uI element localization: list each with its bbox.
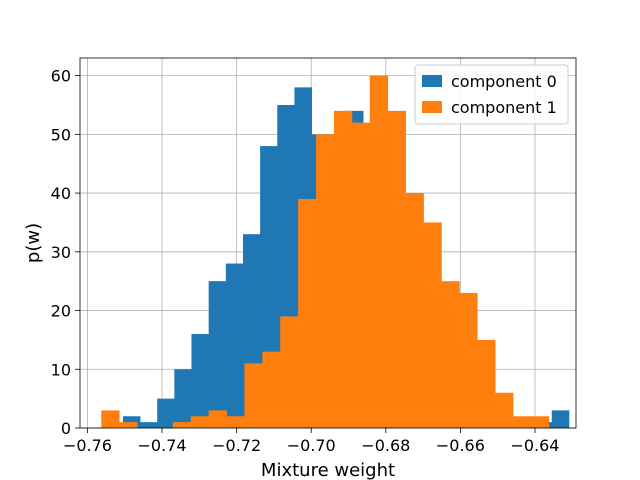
histogram-bar bbox=[225, 263, 244, 428]
histogram-bar bbox=[172, 422, 192, 428]
x-tick-label: −0.70 bbox=[287, 436, 336, 455]
histogram-bar bbox=[298, 198, 317, 428]
histogram-bar bbox=[351, 122, 371, 428]
histogram-bar bbox=[157, 398, 175, 428]
histogram-bar bbox=[140, 422, 158, 428]
histogram-bar bbox=[174, 369, 192, 428]
legend-swatch bbox=[422, 75, 442, 87]
y-tick-label: 30 bbox=[51, 243, 71, 262]
plot-frame bbox=[79, 57, 577, 429]
histogram-bar bbox=[333, 110, 353, 428]
histogram-bar bbox=[441, 281, 460, 428]
histogram-bar bbox=[477, 339, 496, 428]
y-tick-label: 0 bbox=[61, 419, 71, 438]
series-1-bars bbox=[101, 75, 550, 428]
histogram-bar bbox=[530, 416, 550, 428]
x-axis-label: Mixture weight bbox=[261, 460, 395, 480]
legend: component 0 component 1 bbox=[414, 64, 569, 125]
legend-label: component 1 bbox=[451, 98, 557, 117]
histogram-bars bbox=[101, 75, 570, 428]
histogram-bar bbox=[405, 193, 424, 428]
y-tick-label: 10 bbox=[51, 360, 71, 379]
y-tick-label: 60 bbox=[51, 67, 71, 86]
histogram-bar bbox=[280, 316, 299, 428]
x-tick-label: −0.76 bbox=[63, 436, 112, 455]
histogram-bar bbox=[316, 134, 335, 428]
histogram-bar bbox=[208, 410, 227, 428]
histogram-bar bbox=[459, 292, 478, 428]
y-tick-label: 40 bbox=[51, 184, 71, 203]
x-axis-ticks: −0.76 −0.74 −0.72 −0.70 −0.68 −0.66 −0.64 bbox=[63, 428, 559, 455]
histogram-bar bbox=[244, 363, 263, 428]
histogram-bar bbox=[495, 392, 514, 428]
x-tick-label: −0.74 bbox=[138, 436, 187, 455]
histogram-bar bbox=[512, 416, 532, 428]
legend-box bbox=[414, 64, 569, 125]
y-axis-ticks: 0 10 20 30 40 50 60 bbox=[51, 67, 80, 438]
histogram-bar bbox=[551, 410, 570, 428]
histogram-bar bbox=[369, 75, 389, 428]
y-tick-label: 20 bbox=[51, 302, 71, 321]
histogram-bar bbox=[387, 110, 406, 428]
histogram-bar bbox=[423, 222, 442, 428]
histogram-bar bbox=[226, 416, 245, 428]
x-tick-label: −0.64 bbox=[510, 436, 559, 455]
x-tick-label: −0.68 bbox=[361, 436, 410, 455]
histogram-bar bbox=[208, 281, 227, 428]
histogram-bar bbox=[262, 351, 281, 428]
legend-swatch bbox=[422, 101, 442, 113]
x-tick-label: −0.72 bbox=[212, 436, 261, 455]
y-axis-label: p(w) bbox=[23, 223, 44, 263]
histogram-bar bbox=[191, 334, 210, 428]
histogram-bar bbox=[101, 410, 120, 428]
histogram-bar bbox=[190, 416, 210, 428]
y-tick-label: 50 bbox=[51, 125, 71, 144]
x-tick-label: −0.66 bbox=[436, 436, 485, 455]
legend-label: component 0 bbox=[451, 72, 557, 91]
histogram-bar bbox=[119, 422, 138, 428]
